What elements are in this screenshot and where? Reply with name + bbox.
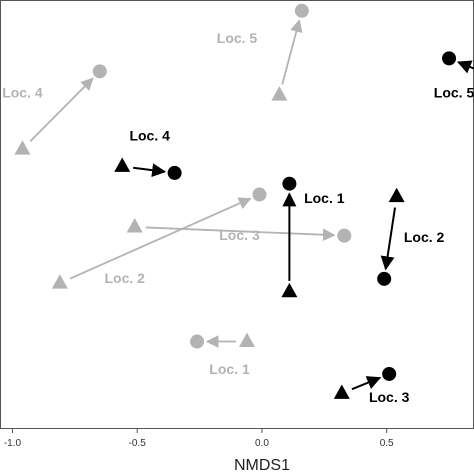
start-triangle-marker	[271, 86, 288, 101]
end-circle-marker	[167, 165, 182, 180]
location-label: Loc. 5	[434, 84, 474, 100]
x-axis-label: NMDS1	[234, 457, 290, 474]
pair-gray-0: Loc. 5	[217, 3, 309, 101]
start-triangle-marker	[238, 332, 255, 348]
end-circle-marker	[252, 187, 267, 202]
pair-gray-2: Loc. 3	[126, 218, 352, 243]
plot-marks: Loc. 5 Loc. 4 Loc. 3 Loc. 2 Loc. 1 Loc. 5 Loc.…	[2, 3, 474, 405]
x-axis: -1.0 -0.5 0.0 0.5	[4, 428, 394, 449]
location-label: Loc. 3	[369, 389, 410, 405]
start-triangle-marker	[388, 187, 405, 203]
x-tick-label: -0.5	[129, 438, 147, 449]
shift-arrow	[133, 163, 167, 178]
end-circle-marker	[282, 176, 297, 191]
shift-arrow	[351, 376, 382, 391]
shift-arrow	[69, 197, 252, 280]
end-circle-marker	[92, 64, 107, 79]
x-tick-label: 0.5	[380, 438, 394, 449]
end-circle-marker	[377, 271, 392, 286]
start-triangle-marker	[333, 384, 350, 399]
location-label: Loc. 2	[404, 229, 445, 245]
start-triangle-marker	[126, 218, 143, 233]
pair-black-9: Loc. 3	[333, 366, 410, 405]
shift-arrow	[29, 77, 94, 142]
location-label: Loc. 3	[219, 227, 260, 243]
end-circle-marker	[294, 3, 309, 18]
location-label: Loc. 5	[217, 30, 258, 46]
location-label: Loc. 2	[105, 270, 146, 286]
shift-arrow	[145, 226, 336, 242]
end-circle-marker	[382, 366, 397, 381]
shift-arrow	[380, 207, 397, 271]
x-tick-label: 0.0	[255, 438, 269, 449]
pair-black-7: Loc. 1	[281, 176, 345, 298]
pair-black-6: Loc. 4	[114, 128, 182, 180]
pair-gray-1: Loc. 4	[2, 64, 107, 155]
pair-black-8: Loc. 2	[377, 187, 445, 286]
location-label: Loc. 4	[129, 128, 170, 144]
start-triangle-marker	[281, 282, 298, 298]
pair-black-5: Loc. 5	[434, 51, 474, 100]
location-label: Loc. 1	[304, 190, 345, 206]
start-triangle-marker	[51, 274, 68, 289]
location-label: Loc. 4	[2, 84, 43, 100]
shift-arrow	[281, 19, 303, 85]
end-circle-marker	[442, 51, 457, 66]
start-triangle-marker	[114, 157, 131, 172]
pair-gray-4: Loc. 1	[190, 332, 255, 377]
location-label: Loc. 1	[209, 361, 250, 377]
end-circle-marker	[337, 228, 352, 243]
x-tick-label: -1.0	[4, 438, 22, 449]
end-circle-marker	[190, 334, 205, 349]
start-triangle-marker	[14, 140, 31, 155]
pair-gray-3: Loc. 2	[51, 187, 267, 289]
shift-arrow	[457, 60, 474, 74]
